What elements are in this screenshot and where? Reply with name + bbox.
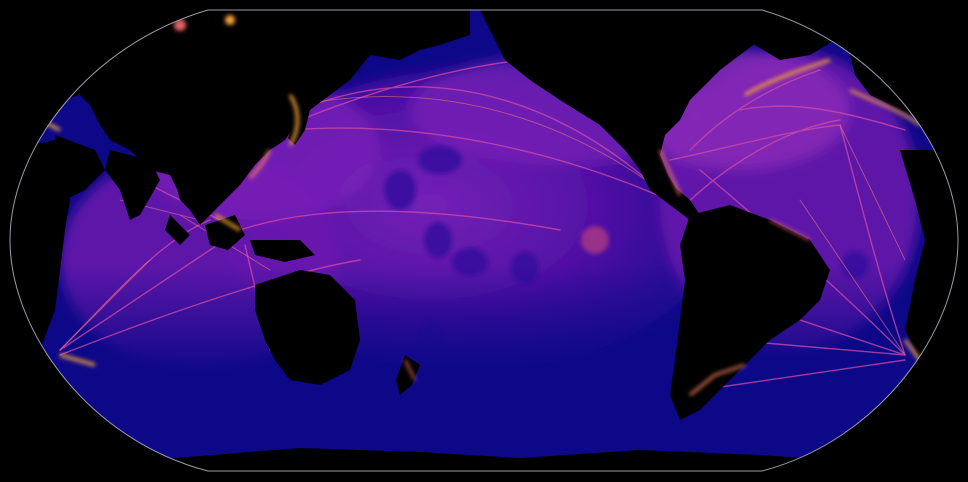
north-america [480, 10, 800, 205]
map-border [9, 9, 959, 472]
south-america [670, 205, 830, 420]
africa [10, 140, 70, 365]
australia [255, 270, 360, 385]
arabia [55, 135, 105, 200]
central-america [660, 175, 700, 220]
india [105, 150, 160, 220]
indonesia [165, 215, 315, 262]
coastal-hotspots [39, 15, 922, 396]
africa-east [900, 150, 958, 360]
land [10, 10, 958, 471]
asia [30, 10, 470, 215]
indochina [175, 180, 215, 225]
new-zealand [396, 355, 420, 395]
antarctica [150, 448, 860, 471]
